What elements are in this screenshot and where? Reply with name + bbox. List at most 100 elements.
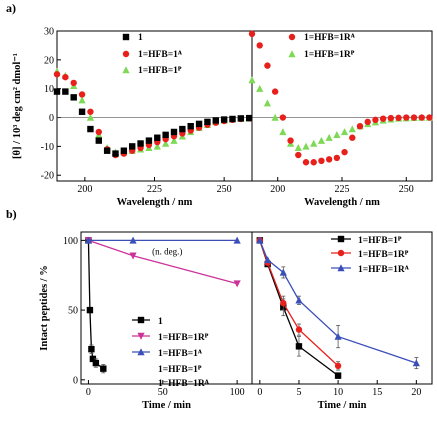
data-point (162, 131, 169, 139)
data-point (87, 125, 94, 133)
x-tick-label: 5 (296, 387, 301, 398)
data-point (395, 114, 402, 122)
legend-label: 1 (158, 317, 163, 327)
data-point (271, 88, 279, 95)
plot-frame-b-right (251, 231, 433, 385)
data-point (302, 142, 310, 150)
data-point (263, 99, 272, 107)
data-point (153, 142, 161, 150)
x-axis-label: Time / min (142, 400, 191, 411)
data-point (302, 159, 310, 166)
x-tick-label: 200 (77, 184, 92, 195)
legend-label: 1=HFB=1Rᴬ (358, 265, 410, 275)
data-point (112, 150, 119, 157)
data-point (334, 362, 342, 370)
data-point (256, 42, 263, 49)
data-point (95, 128, 102, 136)
data-point (78, 91, 86, 98)
x-axis-label: Time / min (318, 400, 367, 411)
data-point (426, 114, 433, 121)
data-point (129, 236, 137, 244)
x-tick-label: 200 (270, 184, 285, 195)
data-point (120, 147, 128, 154)
data-point (103, 147, 111, 154)
data-point (333, 131, 341, 139)
data-point (233, 236, 241, 244)
x-tick-label: 20 (411, 387, 421, 398)
series-line (259, 240, 417, 364)
data-point (334, 332, 342, 340)
data-point (333, 154, 341, 162)
x-tick-label: 50 (158, 387, 168, 398)
data-point (280, 299, 287, 307)
data-point (318, 157, 325, 165)
data-point (287, 137, 294, 144)
data-point (237, 115, 245, 122)
data-point (53, 88, 61, 95)
legend-label: 1=HFB=1Rᴾ (304, 50, 355, 60)
legend-marker (122, 33, 130, 41)
data-point (348, 125, 356, 133)
data-point (356, 122, 364, 130)
legend-marker (122, 66, 130, 74)
legend-label: 1=HFB=1ᴾ (138, 66, 182, 76)
data-point (372, 116, 379, 124)
data-point (295, 343, 303, 350)
panel-label-b: b) (6, 207, 17, 221)
data-point (246, 114, 253, 122)
data-point (387, 114, 395, 122)
data-point (379, 115, 387, 122)
data-point (229, 115, 236, 123)
x-tick-label: 10 (333, 387, 343, 398)
data-point (70, 79, 77, 87)
x-tick-label: 225 (335, 184, 350, 195)
data-point (170, 128, 178, 136)
legend-label: 1=HFB=1Rᴾ (158, 333, 209, 343)
legend-marker (122, 50, 130, 58)
data-point (295, 296, 303, 304)
x-tick-label: 0 (257, 387, 262, 398)
data-point (129, 143, 136, 150)
x-tick-label: 250 (217, 184, 232, 195)
data-point (179, 125, 186, 133)
data-point (248, 30, 256, 38)
data-point (95, 137, 102, 144)
data-point (295, 326, 303, 333)
legend-label: 1 (138, 33, 143, 43)
legend-label: 1=HFB=1Rᴾ (358, 250, 409, 260)
data-point (162, 139, 170, 147)
data-point (88, 345, 95, 353)
data-point (310, 139, 318, 147)
data-point (84, 236, 93, 244)
legend-label: 1=HFB=1ᴬ (158, 349, 203, 359)
data-point (86, 306, 94, 314)
x-tick-label: 15 (372, 387, 382, 398)
data-point (310, 159, 317, 166)
data-point (187, 122, 194, 130)
data-point (412, 359, 420, 367)
y-tick-label: 30 (44, 27, 54, 38)
data-point (87, 108, 94, 115)
legend-marker (137, 332, 145, 340)
legend-marker (337, 249, 345, 257)
data-point (317, 136, 326, 144)
data-point (279, 128, 287, 136)
legend-marker (288, 33, 296, 41)
data-point (220, 116, 228, 123)
data-point (233, 280, 241, 288)
data-point (295, 151, 302, 159)
data-point (89, 355, 97, 363)
data-point (271, 113, 279, 121)
data-point (279, 268, 287, 276)
legend-label: 1=HFB=1Rᴬ (304, 33, 356, 43)
legend-label: 1=HFB=1ᴾ (158, 365, 202, 375)
data-point (62, 73, 69, 81)
y-tick-label: 50 (68, 306, 78, 317)
data-point (100, 365, 107, 372)
data-point (78, 108, 86, 115)
legend-marker (337, 235, 345, 243)
y-tick-label: -10 (41, 142, 54, 153)
x-tick-label: 100 (230, 387, 245, 398)
legend-label: 1=HFB=1ᴾ (358, 236, 402, 246)
